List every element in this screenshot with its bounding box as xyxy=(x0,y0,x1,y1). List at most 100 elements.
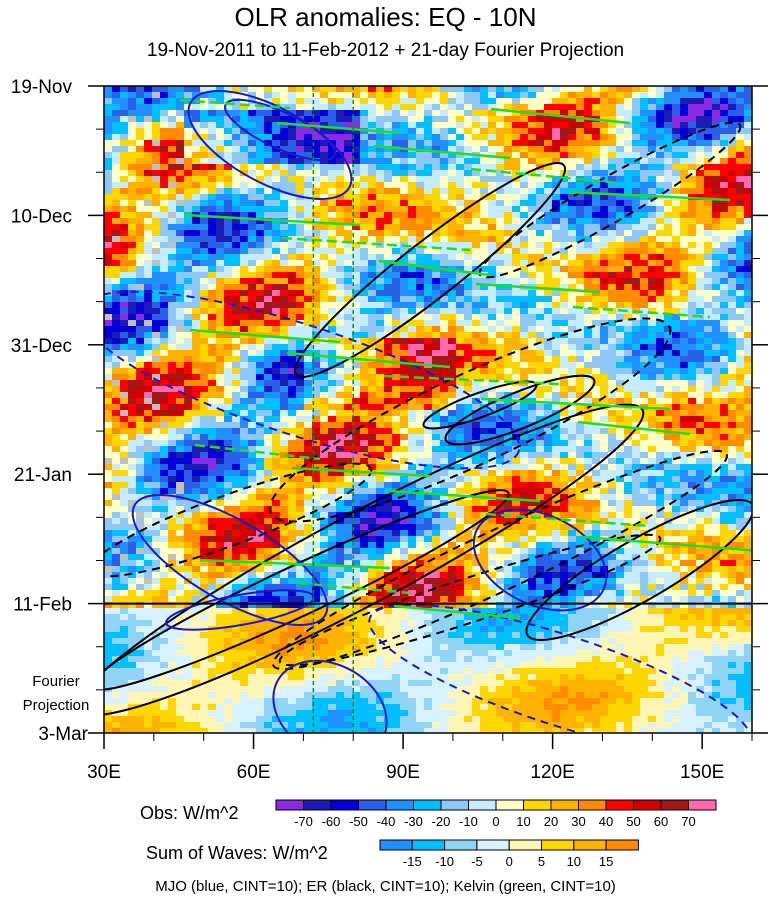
heatmap-cell xyxy=(472,134,481,141)
heatmap-cell xyxy=(568,392,577,399)
heatmap-cell xyxy=(520,320,529,327)
heatmap-cell xyxy=(744,296,752,303)
heatmap-cell xyxy=(416,182,425,189)
heatmap-cell xyxy=(536,98,545,105)
heatmap-cell xyxy=(608,332,617,339)
heatmap-cell xyxy=(424,404,433,411)
heatmap-cell xyxy=(208,314,217,321)
heatmap-cell xyxy=(288,230,297,237)
heatmap-cell xyxy=(528,440,537,447)
heatmap-cell xyxy=(712,320,721,327)
heatmap-cell xyxy=(664,440,673,447)
heatmap-cell xyxy=(664,110,673,117)
heatmap-cell xyxy=(320,236,329,243)
heatmap-cell xyxy=(408,122,417,129)
heatmap-cell xyxy=(192,86,201,93)
heatmap-cell xyxy=(432,236,441,243)
heatmap-cell xyxy=(120,422,129,429)
heatmap-cell xyxy=(504,302,513,309)
heatmap-cell xyxy=(408,374,417,381)
heatmap-cell xyxy=(472,182,481,189)
heatmap-cell xyxy=(152,98,161,105)
heatmap-cell xyxy=(712,326,721,333)
heatmap-cell xyxy=(464,86,473,93)
heatmap-cell xyxy=(168,398,177,405)
heatmap-cell xyxy=(112,206,121,213)
heatmap-cell xyxy=(352,140,361,147)
heatmap-cell xyxy=(712,128,721,135)
heatmap-cell xyxy=(432,242,441,249)
heatmap-cell xyxy=(488,290,497,297)
heatmap-cell xyxy=(368,158,377,165)
heatmap-cell xyxy=(744,158,752,165)
heatmap-cell xyxy=(512,242,521,249)
heatmap-cell xyxy=(112,110,121,117)
heatmap-cell xyxy=(696,332,705,339)
heatmap-cell xyxy=(600,212,609,219)
heatmap-cell xyxy=(536,422,545,429)
heatmap-cell xyxy=(728,290,737,297)
heatmap-cell xyxy=(320,308,329,315)
heatmap-cell xyxy=(432,110,441,117)
heatmap-cell xyxy=(584,242,593,249)
heatmap-cell xyxy=(472,410,481,417)
heatmap-cell xyxy=(432,338,441,345)
heatmap-cell xyxy=(744,434,752,441)
heatmap-cell xyxy=(200,194,209,201)
heatmap-cell xyxy=(200,422,209,429)
heatmap-cell xyxy=(592,362,601,369)
heatmap-cell xyxy=(720,98,729,105)
heatmap-cell xyxy=(688,86,697,93)
heatmap-cell xyxy=(456,350,465,357)
heatmap-cell xyxy=(320,146,329,153)
heatmap-cell xyxy=(640,230,649,237)
heatmap-cell xyxy=(632,110,641,117)
heatmap-cell xyxy=(112,212,121,219)
heatmap-cell xyxy=(464,338,473,345)
heatmap-cell xyxy=(224,134,233,141)
heatmap-cell xyxy=(216,338,225,345)
heatmap-cell xyxy=(344,182,353,189)
heatmap-cell xyxy=(408,224,417,231)
heatmap-cell xyxy=(672,122,681,129)
heatmap-cell xyxy=(680,278,689,285)
heatmap-cell xyxy=(288,104,297,111)
heatmap-cell xyxy=(464,278,473,285)
heatmap-cell xyxy=(400,422,409,429)
heatmap-cell xyxy=(736,272,745,279)
heatmap-cell xyxy=(664,116,673,123)
heatmap-cell xyxy=(368,170,377,177)
heatmap-cell xyxy=(304,284,313,291)
heatmap-cell xyxy=(640,380,649,387)
heatmap-cell xyxy=(616,158,625,165)
heatmap-cell xyxy=(136,338,145,345)
heatmap-cell xyxy=(408,446,417,453)
heatmap-cell xyxy=(296,302,305,309)
heatmap-cell xyxy=(464,296,473,303)
heatmap-cell xyxy=(528,266,537,273)
heatmap-cell xyxy=(256,362,265,369)
heatmap-cell xyxy=(328,278,337,285)
heatmap-cell xyxy=(120,266,129,273)
heatmap-cell xyxy=(744,422,752,429)
heatmap-cell xyxy=(632,230,641,237)
heatmap-cell xyxy=(704,386,713,393)
heatmap-cell xyxy=(392,128,401,135)
heatmap-cell xyxy=(160,410,169,417)
heatmap-cell xyxy=(440,128,449,135)
heatmap-cell xyxy=(736,140,745,147)
heatmap-cell xyxy=(720,332,729,339)
heatmap-cell xyxy=(608,104,617,111)
heatmap-cell xyxy=(592,194,601,201)
heatmap-cell xyxy=(424,158,433,165)
heatmap-cell xyxy=(152,200,161,207)
heatmap-cell xyxy=(720,266,729,273)
heatmap-cell xyxy=(160,398,169,405)
heatmap-cell xyxy=(504,146,513,153)
heatmap-cell xyxy=(640,158,649,165)
heatmap-cell xyxy=(280,248,289,255)
heatmap-cell xyxy=(712,170,721,177)
heatmap-cell xyxy=(232,248,241,255)
heatmap-cell xyxy=(536,242,545,249)
heatmap-cell xyxy=(432,398,441,405)
